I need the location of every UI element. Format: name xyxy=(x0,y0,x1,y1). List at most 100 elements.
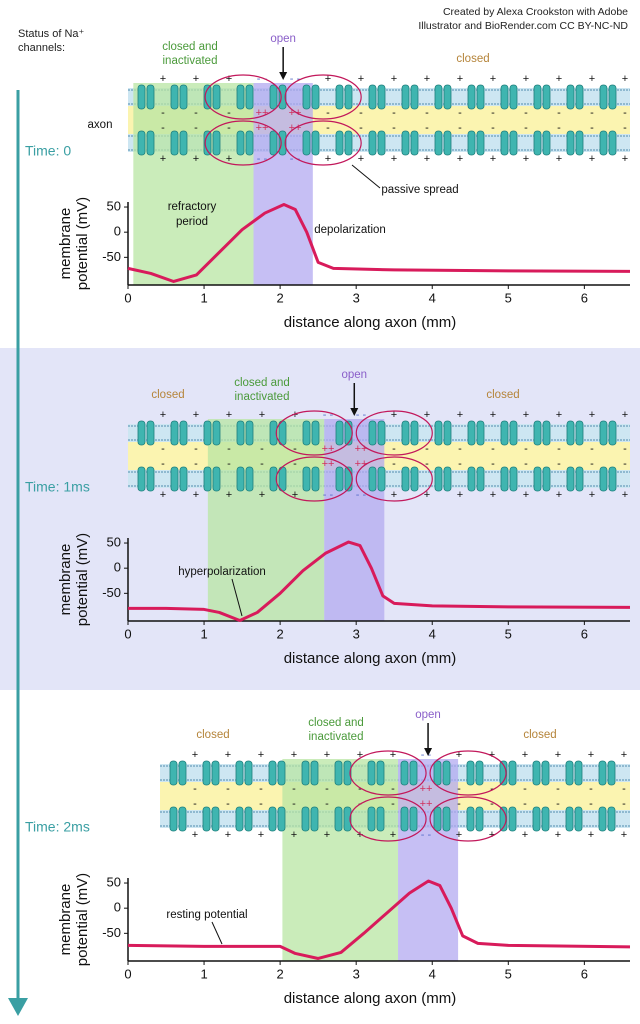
channel xyxy=(311,130,320,156)
channel xyxy=(533,466,542,492)
charge-sign: - xyxy=(457,783,461,795)
channel xyxy=(565,806,574,832)
charge-sign: - xyxy=(193,798,197,810)
channel xyxy=(236,84,245,110)
channel xyxy=(410,420,419,446)
x-tick-label: 4 xyxy=(429,626,436,641)
zone xyxy=(207,419,325,621)
charge-sign: - xyxy=(524,443,528,455)
charge-sign: + xyxy=(456,749,462,761)
charge-sign: ++ xyxy=(355,443,368,455)
charge-sign: - xyxy=(590,443,594,455)
channel xyxy=(277,806,286,832)
channel xyxy=(302,84,311,110)
channel xyxy=(311,420,320,446)
status-text: closed and xyxy=(308,717,364,729)
y-axis-label: membrane xyxy=(57,884,74,956)
current-loop xyxy=(349,750,427,796)
charge-sign: + xyxy=(556,73,562,85)
channel xyxy=(137,84,146,110)
channel xyxy=(608,466,617,492)
channel xyxy=(467,466,476,492)
charge-sign: + xyxy=(391,409,397,421)
channel xyxy=(278,420,287,446)
channel xyxy=(310,760,319,786)
charge-sign: - xyxy=(391,783,395,795)
channel xyxy=(368,84,377,110)
charge-sign: + xyxy=(160,489,166,501)
charge-sign: + xyxy=(390,749,396,761)
charge-sign: + xyxy=(291,829,297,841)
x-tick-label: 4 xyxy=(429,290,436,305)
open-arrowhead xyxy=(350,408,359,416)
charge-sign: + xyxy=(589,73,595,85)
channel xyxy=(575,84,584,110)
channel xyxy=(541,760,550,786)
charge-sign: - xyxy=(490,798,494,810)
charge-sign: + xyxy=(457,73,463,85)
channel xyxy=(367,806,376,832)
x-tick-label: 6 xyxy=(581,290,588,305)
charge-sign: - xyxy=(260,443,264,455)
channel xyxy=(533,84,542,110)
charge-sign: - xyxy=(623,458,627,470)
channel xyxy=(542,466,551,492)
charge-sign: - xyxy=(392,122,396,134)
channel xyxy=(203,466,212,492)
channel xyxy=(269,420,278,446)
channel xyxy=(269,130,278,156)
charge-sign: + xyxy=(192,749,198,761)
charge-sign: - - xyxy=(421,829,432,841)
leader-line xyxy=(231,578,243,617)
charge-sign: + xyxy=(258,829,264,841)
credit: Illustrator and BioRender.com CC BY-NC-N… xyxy=(418,20,628,32)
charge-sign: + xyxy=(622,409,628,421)
charge-sign: - xyxy=(491,122,495,134)
status-text: closed xyxy=(486,389,519,401)
charge-sign: + xyxy=(292,489,298,501)
x-tick-label: 1 xyxy=(200,966,207,981)
time-label: Time: 0 xyxy=(25,143,71,159)
charge-sign: - xyxy=(293,458,297,470)
charge-sign: + xyxy=(523,489,529,501)
channel xyxy=(442,806,451,832)
charge-sign: - - xyxy=(257,73,268,85)
channel xyxy=(137,130,146,156)
status-text: closed xyxy=(151,389,184,401)
charge-sign: + xyxy=(193,489,199,501)
channel xyxy=(434,466,443,492)
charge-sign: + xyxy=(457,489,463,501)
charge-sign: - xyxy=(326,107,330,119)
channel xyxy=(434,420,443,446)
channel xyxy=(466,760,475,786)
charge-sign: + xyxy=(192,829,198,841)
channel xyxy=(377,466,386,492)
y-axis-label: membrane xyxy=(57,544,74,616)
charge-sign: - xyxy=(491,443,495,455)
channel xyxy=(541,806,550,832)
channel xyxy=(344,420,353,446)
channel xyxy=(178,760,187,786)
channel xyxy=(575,420,584,446)
channel xyxy=(532,760,541,786)
channel xyxy=(302,466,311,492)
charge-sign: - - xyxy=(290,153,301,165)
channel xyxy=(344,84,353,110)
channel xyxy=(599,130,608,156)
charge-sign: + xyxy=(424,153,430,165)
x-tick-label: 2 xyxy=(277,966,284,981)
channel xyxy=(608,84,617,110)
channel xyxy=(410,84,419,110)
channel xyxy=(476,420,485,446)
time-label: Time: 2ms xyxy=(25,819,90,835)
charge-sign: - xyxy=(458,458,462,470)
channel xyxy=(467,84,476,110)
channel xyxy=(235,760,244,786)
charge-sign: + xyxy=(259,409,265,421)
x-tick-label: 0 xyxy=(124,290,131,305)
x-tick-label: 0 xyxy=(124,626,131,641)
charge-sign: - xyxy=(590,458,594,470)
charge-sign: + xyxy=(589,489,595,501)
channel xyxy=(434,84,443,110)
charge-sign: - xyxy=(194,107,198,119)
